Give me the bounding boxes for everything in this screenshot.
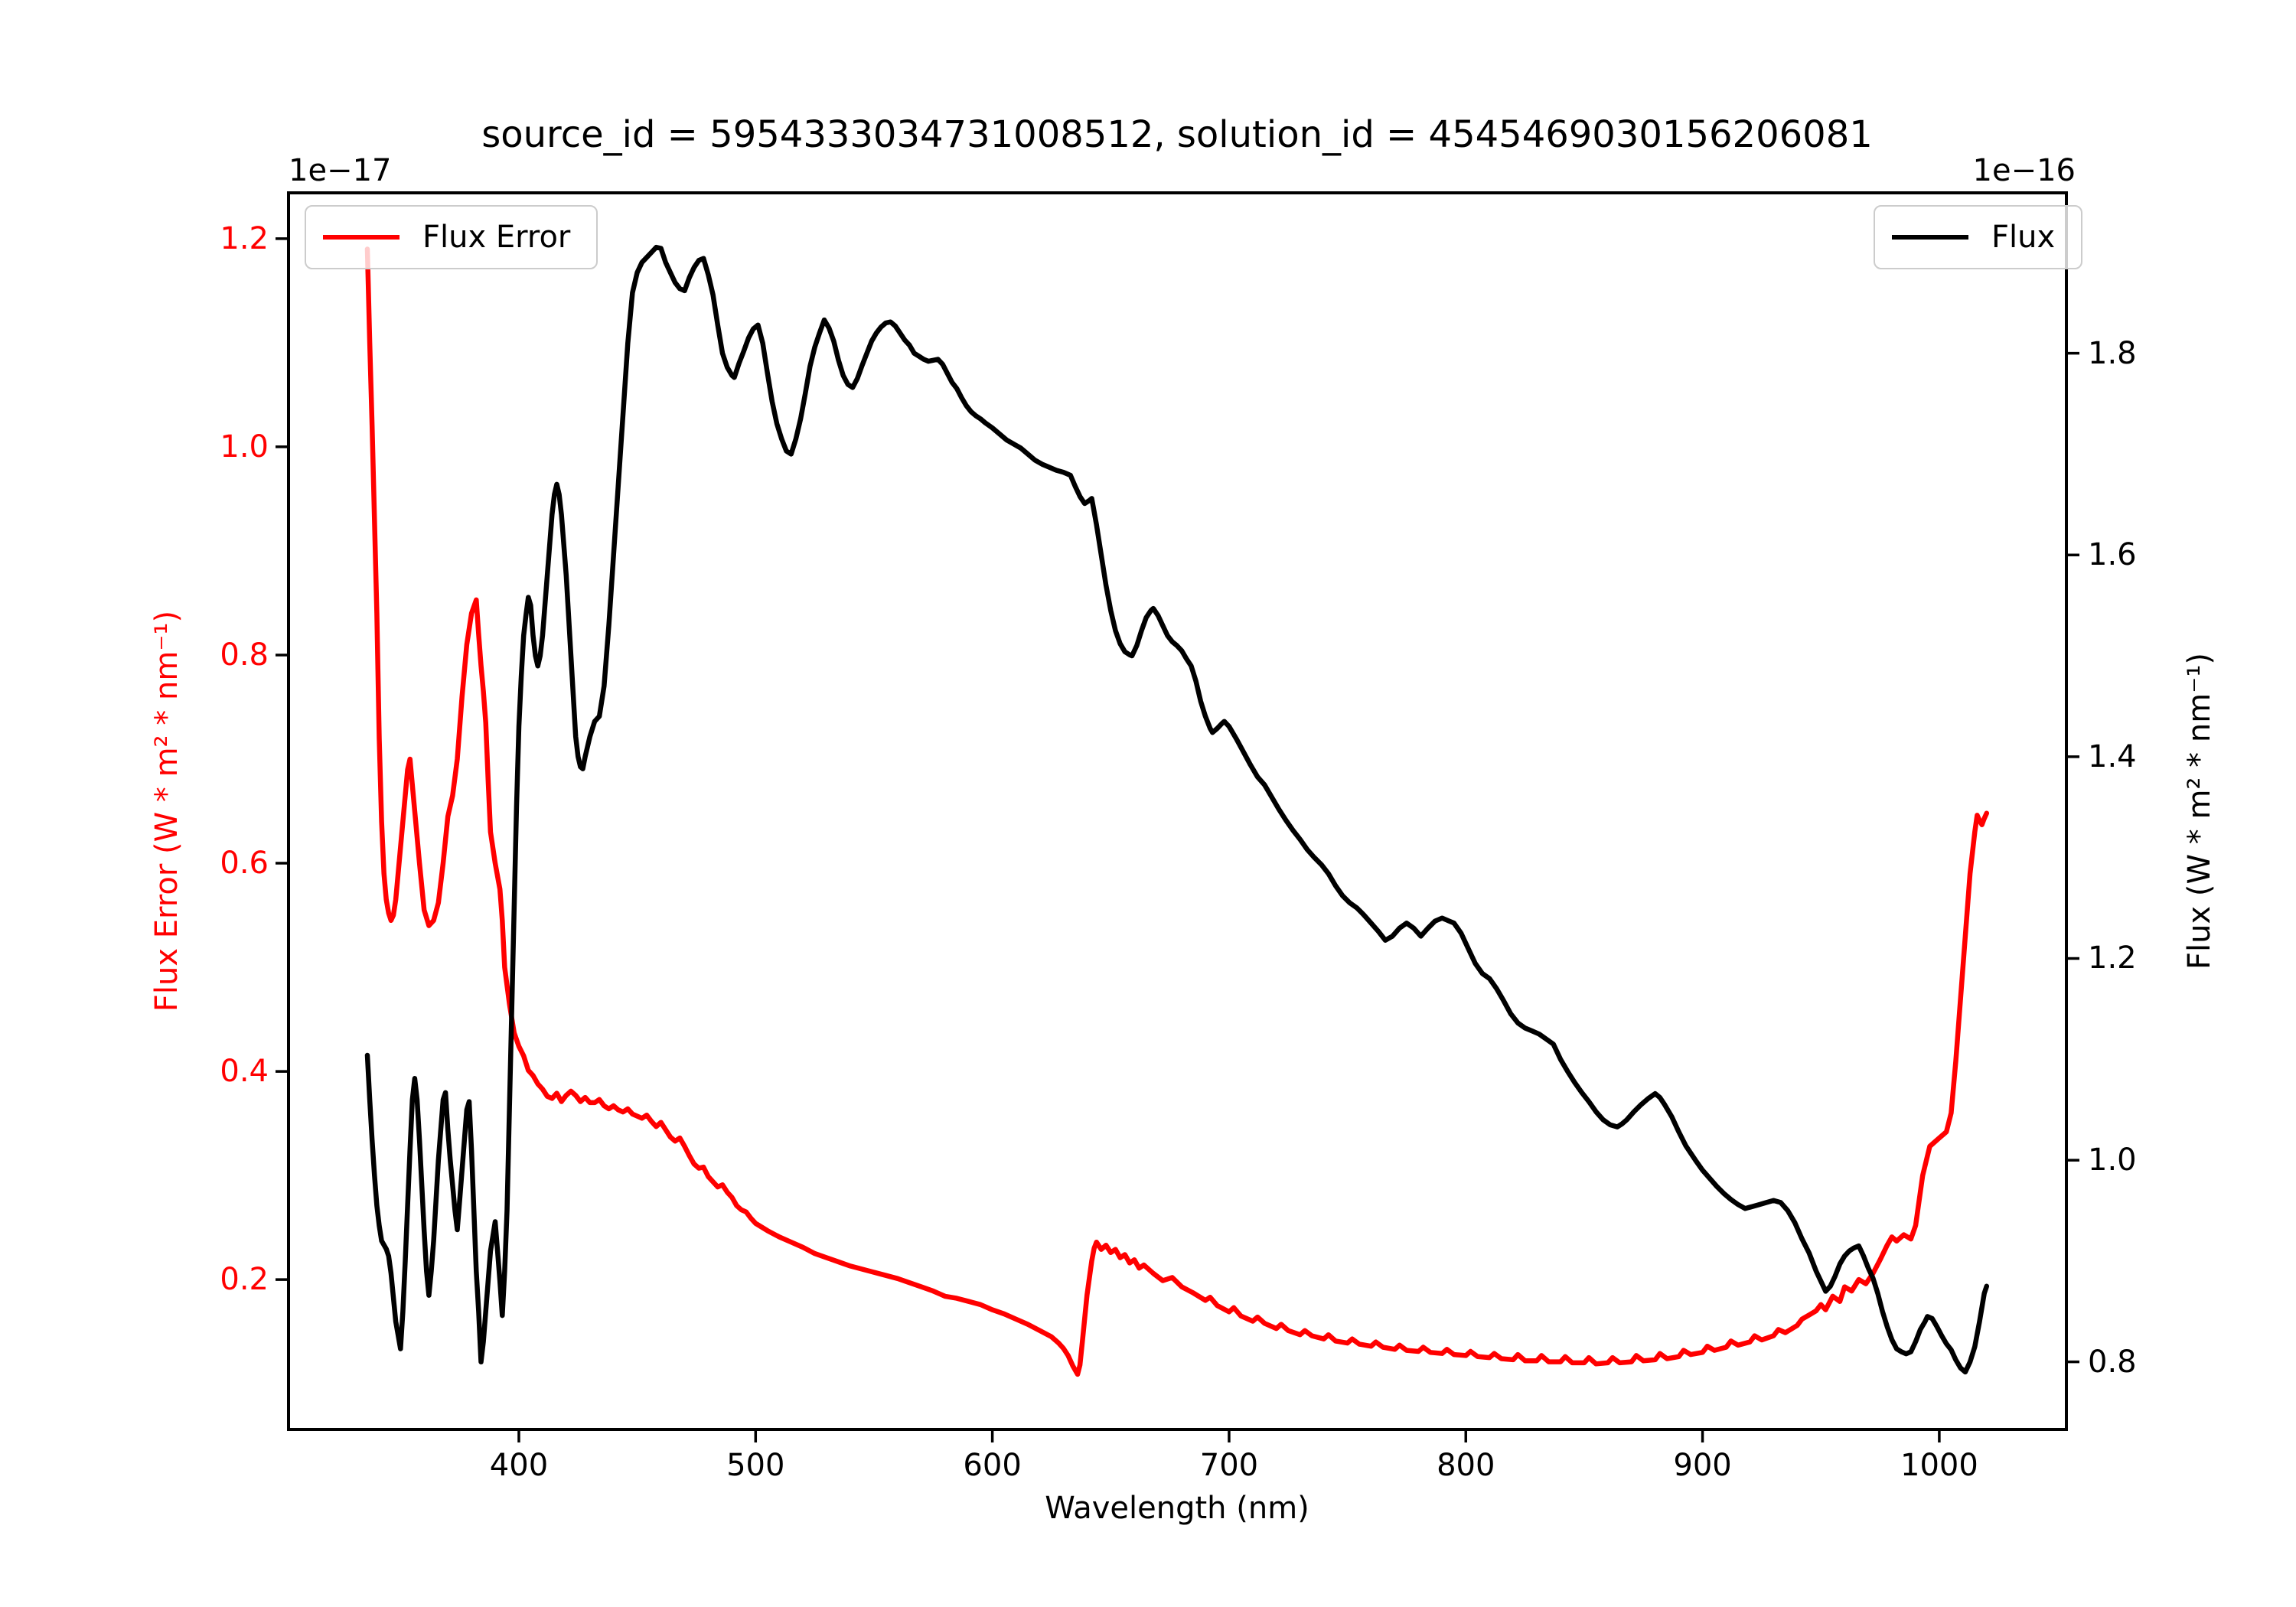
x-tick-label: 600 <box>963 1448 1022 1483</box>
y-right-tick-label: 0.8 <box>2088 1344 2137 1380</box>
x-tick-label: 900 <box>1673 1448 1732 1483</box>
flux-curve <box>364 244 1990 1375</box>
y-left-tick-label: 0.8 <box>220 637 269 673</box>
y-left-axis-label: Flux Error (W * m² * nm⁻¹) <box>149 610 184 1012</box>
figure-title: source_id = 5954333034731008512, solutio… <box>481 113 1873 156</box>
y-right-tick-label: 1.6 <box>2088 537 2137 573</box>
y-left-offset-text: 1e−17 <box>289 153 392 188</box>
x-axis-label: Wavelength (nm) <box>1045 1491 1309 1526</box>
y-left-tick-label: 0.4 <box>220 1054 269 1090</box>
y-left-tick-label: 1.2 <box>220 220 269 256</box>
flux-error-line-sample <box>323 235 400 240</box>
y-right-tick-label: 1.8 <box>2088 335 2137 371</box>
y-right-offset-text: 1e−16 <box>1972 153 2076 188</box>
y-left-tick-label: 0.2 <box>220 1262 269 1298</box>
x-tick-label: 700 <box>1199 1448 1259 1483</box>
y-right-tick-label: 1.2 <box>2088 940 2137 976</box>
y-right-tick-label: 1.4 <box>2088 738 2137 774</box>
legend-flux-error: Flux Error <box>305 205 598 269</box>
x-tick-label: 1000 <box>1900 1448 1978 1483</box>
flux-line-sample <box>1892 235 1968 240</box>
legend-flux: Flux <box>1874 205 2083 269</box>
x-tick-label: 800 <box>1437 1448 1495 1483</box>
y-right-tick-label: 1.0 <box>2088 1143 2137 1178</box>
y-right-axis-label: Flux (W * m² * nm⁻¹) <box>2182 653 2217 970</box>
y-left-tick-label: 0.6 <box>220 846 269 881</box>
legend-flux-label: Flux <box>1991 220 2056 255</box>
axes-frame <box>287 191 2068 1431</box>
legend-flux-error-label: Flux Error <box>422 220 571 255</box>
x-tick-label: 400 <box>489 1448 549 1483</box>
x-tick-label: 500 <box>726 1448 785 1483</box>
y-left-tick-label: 1.0 <box>220 429 269 464</box>
